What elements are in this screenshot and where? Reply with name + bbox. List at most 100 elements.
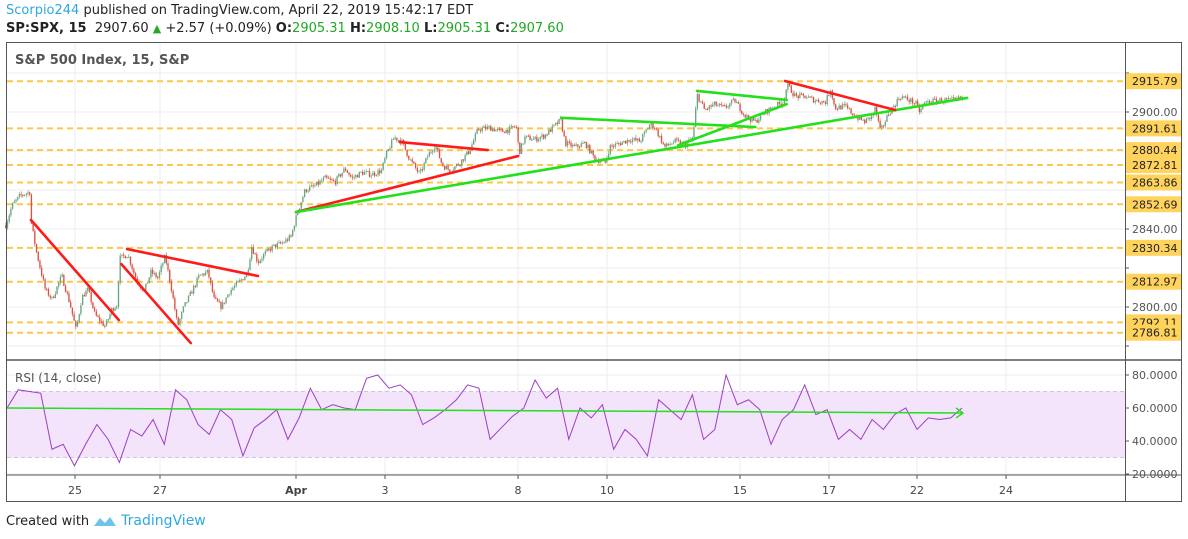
candle <box>498 128 500 130</box>
candle <box>71 307 74 315</box>
candle <box>273 244 275 246</box>
candle <box>850 108 852 114</box>
candle <box>228 294 231 296</box>
candle <box>949 97 951 99</box>
candle <box>309 186 311 191</box>
candle <box>613 146 615 148</box>
published-text: published on TradingView.com, April 22, … <box>83 3 474 18</box>
candle <box>256 254 258 262</box>
candle <box>507 129 509 133</box>
candle <box>585 142 588 148</box>
author-link[interactable]: Scorpio244 <box>6 3 80 18</box>
candle <box>490 126 492 131</box>
candle <box>59 276 62 283</box>
candle <box>621 142 623 146</box>
candle <box>611 145 613 147</box>
candle <box>290 235 292 237</box>
rsi-tick-label: 40.0000 <box>1132 435 1178 448</box>
candle <box>848 108 851 110</box>
horizontal-levels[interactable] <box>7 80 1130 334</box>
candle <box>268 248 270 250</box>
candle <box>379 170 381 174</box>
candle <box>432 151 434 153</box>
candle <box>44 279 46 289</box>
rsi-trendline[interactable] <box>6 407 965 419</box>
green-trendline <box>677 102 789 147</box>
candle <box>650 122 652 125</box>
candle <box>5 225 7 229</box>
candle <box>548 129 550 135</box>
trendlines[interactable] <box>29 79 969 345</box>
high-value: 2908.10 <box>366 21 420 36</box>
candle <box>845 104 847 106</box>
candle <box>804 95 806 99</box>
candle <box>88 287 91 292</box>
candle <box>22 194 24 196</box>
candle <box>770 107 772 109</box>
candle <box>604 159 606 163</box>
candle <box>358 171 360 178</box>
candle <box>242 279 244 281</box>
candle <box>373 172 376 176</box>
candle <box>619 143 622 146</box>
price-tick-label: 2900.00 <box>1132 106 1178 119</box>
candle <box>126 256 128 259</box>
candle <box>35 243 38 253</box>
candle <box>109 314 111 319</box>
candle <box>452 169 454 173</box>
candle <box>68 293 70 303</box>
candle <box>433 149 436 152</box>
candle <box>438 150 441 159</box>
price-axis[interactable]: 2800.00 2840.00 2900.00 2915.79 2891.61 2880.… <box>1125 72 1182 347</box>
candle <box>124 255 127 259</box>
red-trendline <box>29 218 121 322</box>
red-trendline <box>125 247 260 278</box>
candle <box>232 287 234 290</box>
footer: Created with TradingView <box>6 513 206 529</box>
candle <box>566 141 569 146</box>
candle <box>239 279 241 282</box>
level-price-text: 2915.79 <box>1132 75 1178 88</box>
candle <box>457 164 460 166</box>
time-axis[interactable]: 25 27 Apr 3 8 10 15 17 22 24 <box>68 475 1013 497</box>
candle <box>249 259 251 270</box>
candle <box>776 102 779 108</box>
candle <box>903 96 905 98</box>
candle <box>826 95 828 105</box>
price-change: +2.57 (+0.09%) <box>165 21 272 36</box>
candle <box>609 145 611 155</box>
candle <box>915 101 917 104</box>
candle <box>336 176 338 185</box>
candle <box>821 101 823 104</box>
candle <box>283 242 285 244</box>
candle <box>898 99 900 101</box>
candle <box>732 98 734 101</box>
candle <box>894 105 897 107</box>
candle <box>660 135 663 143</box>
candle <box>466 151 468 156</box>
tradingview-link[interactable]: TradingView <box>121 513 206 529</box>
candle <box>635 138 637 141</box>
candle <box>329 178 331 180</box>
candle <box>184 302 186 307</box>
candle <box>262 254 265 259</box>
candle <box>882 125 885 127</box>
candle <box>751 116 753 122</box>
candle <box>225 297 227 304</box>
candle <box>491 128 494 131</box>
candle <box>326 175 328 178</box>
candle <box>876 106 878 115</box>
candle <box>790 85 793 93</box>
candle <box>645 129 647 132</box>
candle <box>42 275 45 280</box>
candle <box>846 105 849 109</box>
candle <box>29 192 31 195</box>
candle <box>584 142 586 144</box>
candle <box>367 170 369 172</box>
candle <box>107 318 109 321</box>
candle <box>314 185 316 187</box>
candle <box>408 155 410 160</box>
candle <box>513 126 516 128</box>
